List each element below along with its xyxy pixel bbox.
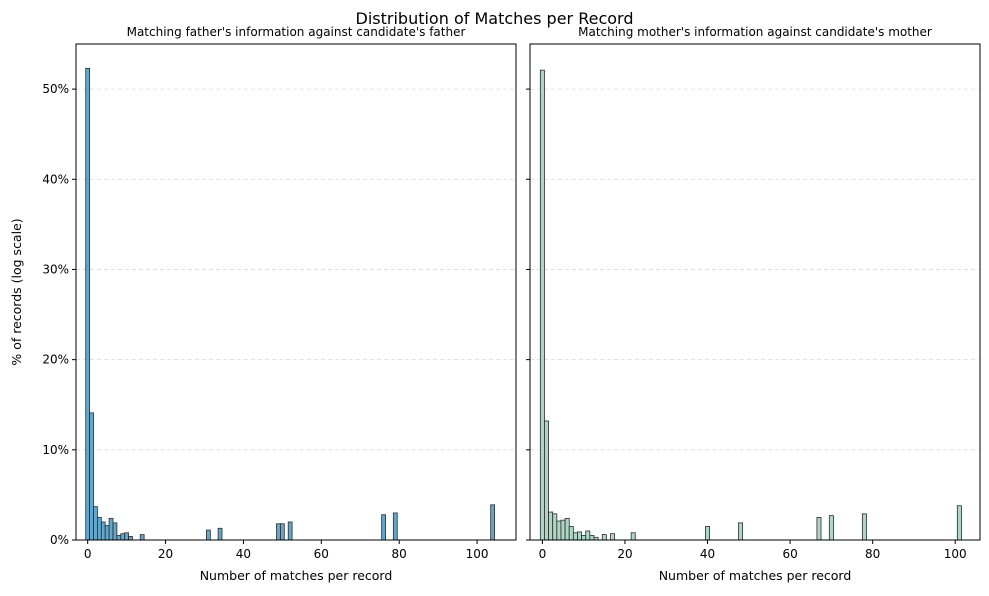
bar — [93, 506, 98, 541]
subplot-title: Matching mother's information against ca… — [578, 25, 932, 39]
bar — [585, 530, 591, 541]
bar — [217, 527, 223, 541]
subplot-1: 0 20 40 60 80 100 0% 10% 20% 30% 40% 50% Matching fa… — [9, 25, 517, 583]
bar — [556, 520, 562, 541]
axes-frame — [75, 43, 517, 541]
bar — [577, 531, 583, 541]
subplot-title: Matching father's information against ca… — [127, 25, 466, 39]
x-tick-label: 60 — [782, 547, 797, 561]
bar — [139, 534, 145, 541]
y-axis-label: % of records (log scale) — [9, 218, 24, 365]
subplots: 0 20 40 60 80 100 0% 10% 20% 30% 40% 50% Matching fa… — [9, 25, 981, 583]
bar — [287, 521, 293, 541]
bar — [816, 517, 822, 541]
bar — [828, 515, 834, 541]
bar — [120, 533, 126, 541]
bar — [738, 522, 744, 541]
subplot-2: 0 20 40 60 80 100 Matching mother's informatio… — [526, 25, 981, 583]
x-axis-label: Number of matches per record — [200, 568, 393, 583]
y-tick-label: 20% — [42, 353, 69, 367]
bar — [381, 514, 386, 541]
x-tick-label: 80 — [392, 547, 407, 561]
x-tick-label: 100 — [944, 547, 967, 561]
x-tick-label: 0 — [84, 547, 92, 561]
bar — [85, 67, 91, 541]
x-tick-label: 20 — [617, 547, 632, 561]
bar — [610, 533, 616, 541]
bar — [128, 535, 133, 541]
bar — [89, 412, 94, 541]
bar — [630, 532, 636, 541]
x-tick-label: 40 — [236, 547, 251, 561]
bar — [601, 534, 607, 541]
y-tick-label: 30% — [42, 262, 69, 276]
y-tick-label: 10% — [42, 443, 69, 457]
bar — [568, 526, 574, 541]
bar — [276, 523, 281, 541]
x-tick-label: 80 — [865, 547, 880, 561]
x-tick-label: 40 — [700, 547, 715, 561]
bar — [956, 505, 962, 541]
bar — [544, 420, 549, 541]
bar — [564, 517, 570, 541]
y-tick-label: 0% — [50, 533, 69, 547]
bar — [705, 526, 710, 541]
figure-suptitle: Distribution of Matches per Record — [356, 9, 634, 28]
bar — [552, 513, 558, 541]
bar — [112, 522, 118, 541]
bar — [861, 513, 867, 541]
axes-frame — [529, 43, 981, 541]
bar — [581, 535, 587, 541]
x-tick-label: 20 — [158, 547, 173, 561]
bar — [539, 69, 545, 541]
bar — [560, 519, 566, 541]
bar — [124, 532, 129, 541]
bar — [104, 525, 110, 541]
bar — [108, 517, 114, 541]
y-tick-label: 50% — [42, 82, 69, 96]
x-axis-label: Number of matches per record — [659, 568, 852, 583]
bar — [548, 511, 554, 541]
y-tick-label: 40% — [42, 172, 69, 186]
x-tick-label: 0 — [539, 547, 547, 561]
bar — [589, 535, 595, 541]
bar — [206, 529, 211, 541]
bar — [97, 517, 102, 541]
bar — [490, 504, 495, 541]
bar — [100, 521, 106, 541]
x-tick-label: 100 — [466, 547, 489, 561]
bar — [280, 523, 285, 541]
x-tick-label: 60 — [314, 547, 329, 561]
bar — [116, 535, 122, 541]
bar — [572, 532, 578, 541]
bar — [392, 512, 398, 541]
